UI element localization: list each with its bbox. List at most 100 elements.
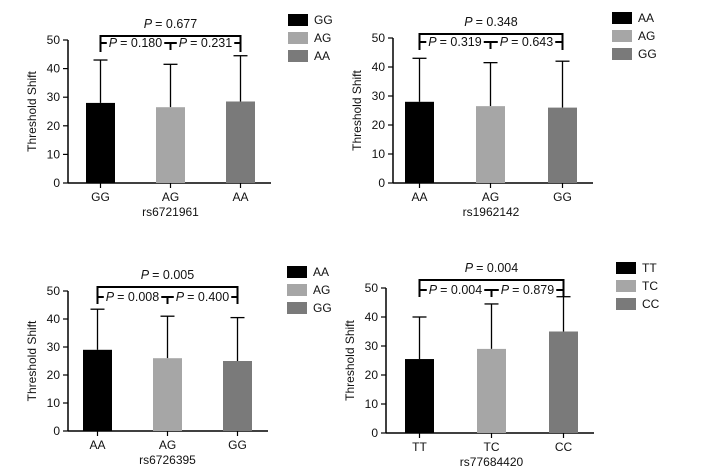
legend-label: GG xyxy=(638,47,657,61)
y-tick-label: 30 xyxy=(47,90,61,104)
legend-swatch xyxy=(616,262,636,274)
x-tick-label: AG xyxy=(482,190,499,204)
p-value-label: P = 0.231 xyxy=(179,36,232,50)
legend-swatch xyxy=(287,266,307,278)
y-tick-label: 20 xyxy=(47,368,61,382)
legend-swatch xyxy=(612,12,632,24)
p-value-label-bg xyxy=(106,36,165,50)
p-value-label: P = 0.180 xyxy=(109,36,162,50)
p-value-label: P = 0.348 xyxy=(464,15,517,29)
p-value-label: P = 0.319 xyxy=(428,35,481,49)
y-tick-label: 20 xyxy=(365,368,379,382)
x-axis-label: rs77684420 xyxy=(460,455,524,469)
p-value-label-bg xyxy=(141,17,200,31)
y-tick-label: 10 xyxy=(47,396,61,410)
p-value-label: P = 0.643 xyxy=(500,35,553,49)
legend-label: GG xyxy=(313,301,332,315)
significance-bracket xyxy=(418,33,564,50)
x-tick-label: TT xyxy=(412,440,427,454)
bar-ag xyxy=(153,358,182,431)
x-tick-label: GG xyxy=(91,190,110,204)
y-axis-label: Threshold Shift xyxy=(343,319,357,400)
p-value-label-bg xyxy=(497,35,556,49)
legend-label: TC xyxy=(642,279,658,293)
bar-ag xyxy=(156,107,185,183)
y-tick-label: 30 xyxy=(365,339,379,353)
p-value-label: P = 0.400 xyxy=(176,290,229,304)
y-axis-label: Threshold Shift xyxy=(25,70,39,151)
legend-swatch xyxy=(616,280,636,292)
legend-label: AA xyxy=(638,11,654,25)
bar-gg xyxy=(223,361,252,431)
y-axis-label: Threshold Shift xyxy=(25,320,39,401)
y-tick-label: 40 xyxy=(47,62,61,76)
y-tick-label: 10 xyxy=(365,397,379,411)
p-value-label-bg xyxy=(498,283,557,297)
x-tick-label: TC xyxy=(484,440,500,454)
legend-swatch xyxy=(288,50,308,62)
legend-label: GG xyxy=(314,13,333,27)
legend-swatch xyxy=(287,284,307,296)
x-axis-label: rs6726395 xyxy=(139,453,196,467)
p-value-label: P = 0.004 xyxy=(429,283,482,297)
p-value-label-bg xyxy=(426,283,485,297)
y-axis-label: Threshold Shift xyxy=(350,69,364,150)
y-tick-label: 20 xyxy=(372,118,386,132)
x-axis-label: rs6721961 xyxy=(142,205,199,219)
legend-swatch xyxy=(288,32,308,44)
bar-aa xyxy=(226,101,255,183)
legend-swatch xyxy=(612,30,632,42)
x-tick-label: AA xyxy=(89,438,105,452)
y-tick-label: 40 xyxy=(372,60,386,74)
bar-gg xyxy=(548,107,577,183)
significance-bracket xyxy=(418,279,565,296)
y-tick-label: 0 xyxy=(378,176,385,190)
p-value-label-bg xyxy=(176,36,235,50)
bar-aa xyxy=(83,349,112,431)
chart-4: 0 10 20 30 40 50 Threshold Shift TT TC CC rs776844… xyxy=(343,261,660,469)
y-tick-label: 40 xyxy=(365,310,379,324)
y-tick-label: 50 xyxy=(47,284,61,298)
legend-label: AG xyxy=(638,29,655,43)
p-value-label-bg xyxy=(462,15,520,29)
legend-label: AA xyxy=(314,49,330,63)
p-value-label-bg xyxy=(138,268,197,282)
p-value-label: P = 0.677 xyxy=(144,17,197,31)
x-tick-label: CC xyxy=(555,440,573,454)
chart-3: 0 10 20 30 40 50 Threshold Shift AA AG GG rs672639… xyxy=(25,265,332,467)
y-tick-label: 10 xyxy=(47,147,61,161)
legend-label: AG xyxy=(313,283,330,297)
p-value-label: P = 0.005 xyxy=(141,268,194,282)
p-value-label-bg xyxy=(462,261,521,275)
p-value-label-bg xyxy=(426,35,484,49)
p-value-label: P = 0.879 xyxy=(501,283,554,297)
legend-label: AG xyxy=(314,31,331,45)
chart-1: 0 10 20 30 40 50 Threshold Shift GG AG AA rs672196… xyxy=(25,13,333,219)
x-tick-label: GG xyxy=(553,190,572,204)
y-tick-label: 50 xyxy=(365,281,379,295)
legend-swatch xyxy=(616,298,636,310)
y-tick-label: 20 xyxy=(47,119,61,133)
bar-tt xyxy=(405,359,434,433)
legend-swatch xyxy=(287,302,307,314)
bar-aa xyxy=(405,101,434,183)
legend-label: CC xyxy=(642,297,660,311)
y-tick-label: 30 xyxy=(372,89,386,103)
bar-ag xyxy=(476,106,505,183)
x-tick-label: AA xyxy=(411,190,427,204)
y-tick-label: 30 xyxy=(47,340,61,354)
y-tick-label: 50 xyxy=(372,31,386,45)
y-tick-label: 0 xyxy=(53,176,60,190)
significance-bracket xyxy=(99,35,242,52)
chart-2: 0 10 20 30 40 50 Threshold Shift AA AG GG rs196214… xyxy=(350,11,657,219)
bar-tc xyxy=(477,348,506,433)
bar-cc xyxy=(549,331,578,433)
x-tick-label: GG xyxy=(228,438,247,452)
legend-label: TT xyxy=(642,261,657,275)
legend-label: AA xyxy=(313,265,329,279)
x-tick-label: AG xyxy=(159,438,176,452)
y-tick-label: 10 xyxy=(372,147,386,161)
significance-bracket xyxy=(96,286,239,303)
p-value-label: P = 0.004 xyxy=(465,261,518,275)
